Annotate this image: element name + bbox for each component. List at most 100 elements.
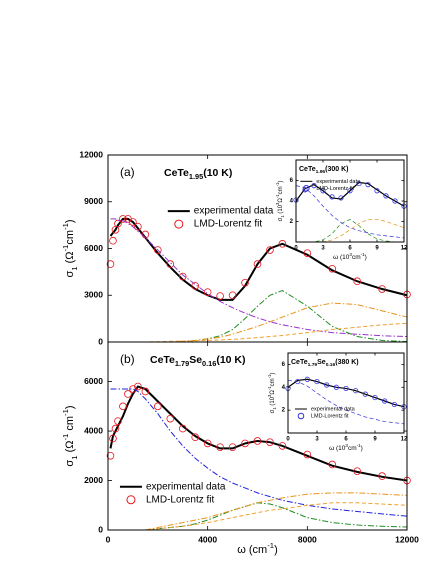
y-axis-label-part: σ bbox=[278, 217, 284, 221]
y-axis-label-part: ) bbox=[270, 373, 276, 375]
plot-frame bbox=[287, 352, 405, 434]
fit-point bbox=[141, 387, 150, 396]
x-tick-label: 0 bbox=[294, 246, 298, 252]
fit-point bbox=[311, 183, 317, 189]
inset-title-part: 1.79 bbox=[308, 362, 318, 368]
fit-point bbox=[328, 264, 337, 273]
series-line bbox=[110, 322, 408, 343]
fit-point bbox=[241, 439, 249, 448]
fit-point bbox=[378, 285, 386, 293]
x-axis-label: ω (103cm-1) bbox=[329, 443, 363, 452]
x-tick-label: 8000 bbox=[298, 534, 317, 544]
legend-symbol bbox=[297, 412, 305, 420]
y-axis-label-part: -1 bbox=[61, 223, 70, 230]
fit-point bbox=[278, 240, 287, 248]
inset-title-part: CeTe bbox=[299, 166, 316, 173]
x-axis-label-part: 3 bbox=[345, 443, 348, 448]
fit-point bbox=[191, 433, 200, 442]
y-axis-label-part: -1 bbox=[61, 245, 70, 252]
legend-label: experimental data bbox=[194, 206, 274, 217]
y-axis-label-part: cm bbox=[270, 378, 276, 386]
fit-point bbox=[383, 193, 389, 199]
y-tick-label: 2000 bbox=[84, 475, 103, 485]
fit-point bbox=[278, 442, 287, 450]
fit-point bbox=[362, 391, 368, 397]
fit-point bbox=[109, 236, 117, 245]
y-axis-label-part: Ω bbox=[270, 390, 276, 395]
panel-title-part: Se bbox=[189, 354, 202, 366]
fit-point bbox=[266, 246, 274, 254]
fit-point bbox=[391, 401, 397, 408]
y-axis-label-part: (Ω bbox=[64, 252, 76, 267]
legend-symbol bbox=[126, 495, 136, 505]
x-axis-label-part: -1 bbox=[361, 252, 366, 257]
fit-point bbox=[111, 424, 120, 433]
y-tick-label: 6 bbox=[282, 362, 286, 368]
y-tick-label: 6000 bbox=[84, 376, 103, 386]
y-axis-label-part: cm bbox=[278, 186, 284, 194]
x-axis-label: ω (cm-1) bbox=[237, 541, 278, 556]
x-tick-label: 3 bbox=[321, 246, 325, 252]
fit-point bbox=[241, 278, 249, 287]
fit-point bbox=[109, 434, 117, 443]
y-axis-label-part: 1 bbox=[272, 407, 277, 410]
panel-title: CeTe1.79Se0.16(10 K) bbox=[150, 354, 246, 369]
fit-point bbox=[333, 384, 339, 390]
y-axis-label-part: σ bbox=[64, 460, 76, 467]
inset-background bbox=[288, 353, 404, 433]
panel-title-part: CeTe bbox=[164, 167, 189, 179]
fit-point bbox=[353, 277, 361, 286]
legend-symbol bbox=[303, 185, 310, 192]
series-line bbox=[287, 380, 405, 425]
series-line bbox=[296, 219, 404, 243]
x-axis-label-part: -1 bbox=[267, 541, 274, 550]
series-line bbox=[110, 502, 408, 531]
y-axis-label: σ1 (Ω-1 cm-1) bbox=[61, 405, 79, 466]
legend-label: experimental data bbox=[316, 179, 361, 185]
fit-point bbox=[329, 194, 335, 200]
fit-point bbox=[353, 467, 361, 475]
panel-title-part: 1.79 bbox=[175, 359, 189, 368]
x-axis-label-part: ω (10 bbox=[329, 445, 346, 452]
legend-label: experimental data bbox=[311, 406, 356, 412]
fit-point bbox=[382, 398, 388, 404]
y-tick-label: 4 bbox=[290, 199, 294, 205]
inset-title-part: Se bbox=[317, 359, 326, 366]
fit-point bbox=[134, 222, 142, 231]
panel-title: CeTe1.95(10 K) bbox=[164, 167, 232, 182]
y-axis-label-part: -1 bbox=[267, 374, 272, 378]
fit-point bbox=[266, 438, 274, 446]
panel-title-part: 1.95 bbox=[189, 172, 203, 181]
y-axis-label-part: (Ω bbox=[64, 441, 76, 456]
fit-point bbox=[303, 249, 312, 257]
inset-title-part: CeTe bbox=[291, 359, 308, 366]
fit-point bbox=[324, 382, 330, 388]
inset-title-part: (380 K) bbox=[335, 359, 358, 366]
series-line bbox=[109, 385, 408, 482]
y-tick-label: 2 bbox=[290, 219, 294, 225]
panel-label: (b) bbox=[120, 352, 135, 366]
x-tick-label: 4000 bbox=[198, 534, 217, 544]
y-axis-label-part: -1 bbox=[275, 182, 280, 186]
fit-point bbox=[129, 385, 137, 393]
fit-point bbox=[320, 188, 326, 194]
fit-point bbox=[166, 414, 175, 423]
y-axis-label-part: 1 bbox=[70, 455, 79, 459]
x-tick-label: 6 bbox=[348, 246, 352, 252]
fit-point bbox=[129, 218, 137, 226]
x-tick-label: 9 bbox=[375, 246, 379, 252]
y-axis-label-part: ) bbox=[64, 219, 76, 223]
y-tick-label: 4 bbox=[282, 385, 286, 391]
series-line bbox=[287, 378, 405, 408]
x-axis-label-part: ω (10 bbox=[333, 254, 350, 261]
x-tick-label: 12 bbox=[401, 437, 408, 443]
fit-point bbox=[228, 291, 237, 300]
y-axis-label-part: σ bbox=[64, 271, 76, 278]
plot-frame bbox=[295, 159, 405, 243]
y-axis-label-part: 1 bbox=[280, 215, 285, 218]
fit-point bbox=[253, 260, 262, 268]
fit-point bbox=[216, 292, 224, 300]
fit-point bbox=[154, 246, 162, 254]
fit-point bbox=[119, 402, 127, 411]
